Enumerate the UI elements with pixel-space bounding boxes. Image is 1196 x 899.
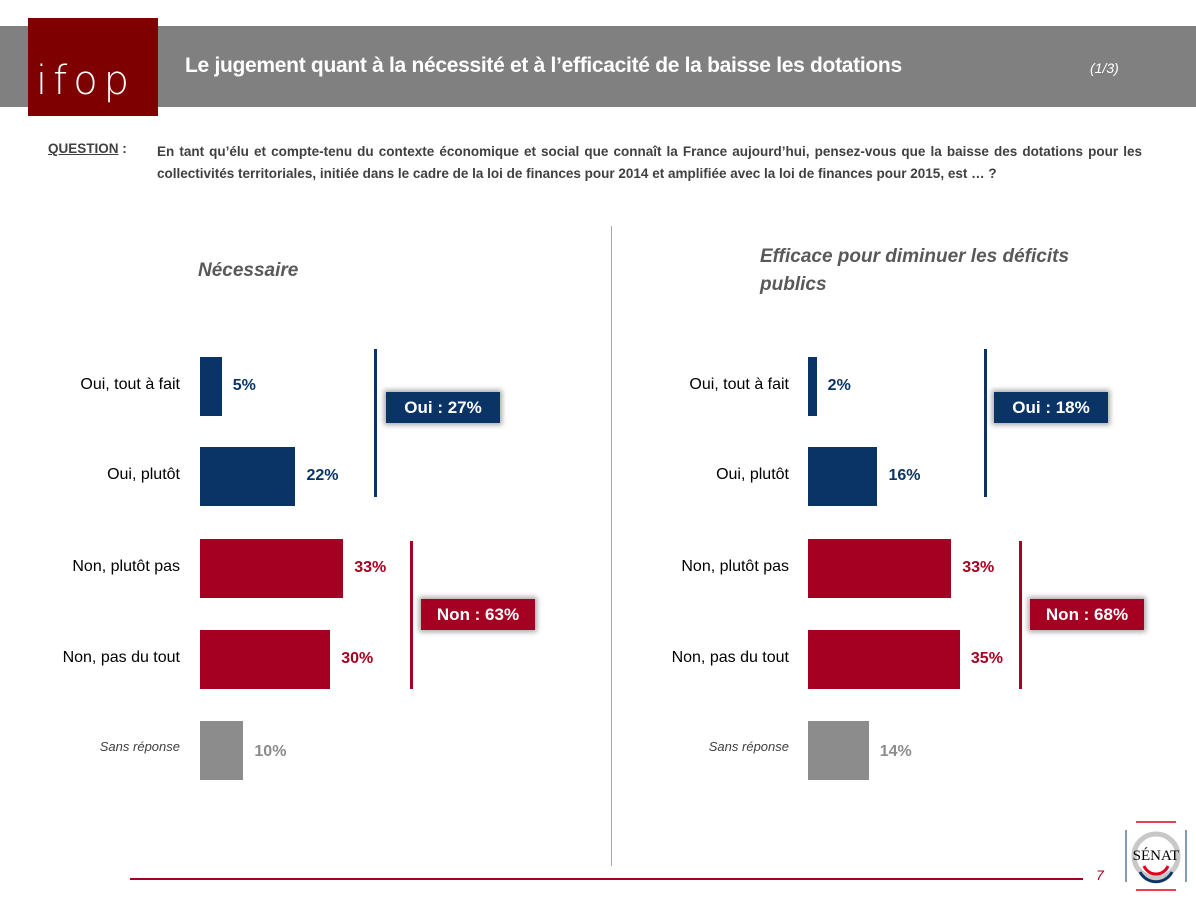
oui-bracket xyxy=(984,349,987,497)
value-label: 33% xyxy=(354,559,387,576)
value-label: 22% xyxy=(306,467,339,484)
category-label: Non, plutôt pas xyxy=(681,558,789,575)
value-label: 16% xyxy=(888,467,921,484)
oui-total-box: Oui : 18% xyxy=(994,392,1108,423)
category-label: Oui, plutôt xyxy=(716,466,789,483)
bar-non xyxy=(808,539,952,598)
value-label: 10% xyxy=(254,743,287,760)
bar-oui xyxy=(200,447,296,506)
question-text: En tant qu’élu et compte-tenu du context… xyxy=(157,144,1142,181)
value-label: 14% xyxy=(879,743,912,760)
page-title: Le jugement quant à la nécessité et à l’… xyxy=(185,54,902,77)
oui-bracket xyxy=(374,349,377,497)
bar-non xyxy=(200,539,344,598)
chart-title: Nécessaire xyxy=(198,260,299,281)
ifop-logo: ifop xyxy=(28,18,158,116)
category-label: Oui, tout à fait xyxy=(80,376,180,393)
page-fraction: (1/3) xyxy=(1090,60,1119,76)
question-label: QUESTION : xyxy=(48,141,127,156)
bar-oui xyxy=(808,447,878,506)
bar-sans xyxy=(200,721,244,780)
svg-text:SÉNAT: SÉNAT xyxy=(1133,847,1180,864)
chart-title: Efficace pour diminuer les déficits publ… xyxy=(760,246,1070,295)
non-bracket xyxy=(1019,541,1022,689)
bar-oui xyxy=(200,357,222,416)
value-label: 2% xyxy=(827,377,851,394)
category-label: Sans réponse xyxy=(708,739,789,754)
page-number: 7 xyxy=(1096,867,1104,883)
value-label: 30% xyxy=(341,650,374,667)
category-label: Non, pas du tout xyxy=(671,649,789,666)
non-total-box: Non : 68% xyxy=(1030,599,1144,630)
category-label: Non, plutôt pas xyxy=(72,558,180,575)
value-label: 33% xyxy=(962,559,995,576)
chart-divider xyxy=(611,226,612,866)
oui-total-box: Oui : 27% xyxy=(386,392,500,423)
non-total-box: Non : 63% xyxy=(421,599,535,630)
category-label: Oui, tout à fait xyxy=(689,376,789,393)
bar-non xyxy=(808,630,960,689)
bar-sans xyxy=(808,721,869,780)
footer-line xyxy=(130,878,1083,880)
bar-oui xyxy=(808,357,817,416)
category-label: Oui, plutôt xyxy=(107,466,180,483)
header-band xyxy=(0,26,1196,107)
value-label: 35% xyxy=(970,650,1003,667)
bar-non xyxy=(200,630,331,689)
category-label: Sans réponse xyxy=(99,739,180,754)
non-bracket xyxy=(410,541,413,689)
value-label: 5% xyxy=(232,377,256,394)
senat-logo: SÉNAT xyxy=(1125,821,1187,891)
category-label: Non, pas du tout xyxy=(62,649,180,666)
